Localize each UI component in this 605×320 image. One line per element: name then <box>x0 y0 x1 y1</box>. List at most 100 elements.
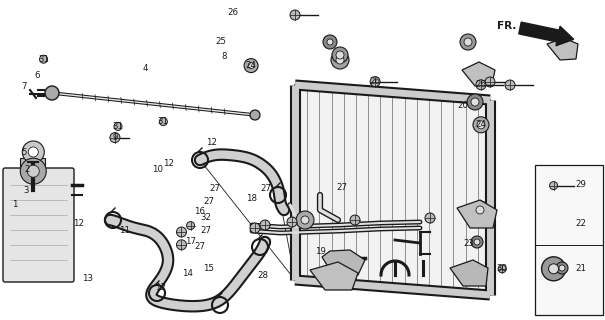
Circle shape <box>28 147 38 157</box>
Text: 15: 15 <box>203 264 214 273</box>
Text: 31: 31 <box>113 122 123 131</box>
Circle shape <box>549 182 558 189</box>
Bar <box>20 158 45 168</box>
Polygon shape <box>457 200 497 228</box>
Circle shape <box>336 56 344 64</box>
Polygon shape <box>462 62 495 86</box>
Circle shape <box>498 265 506 273</box>
Text: 1: 1 <box>12 200 18 209</box>
Text: 26: 26 <box>227 8 238 17</box>
Text: 32: 32 <box>200 213 211 222</box>
Text: 16: 16 <box>194 207 205 216</box>
Circle shape <box>471 201 489 219</box>
Circle shape <box>485 77 495 87</box>
Text: 2: 2 <box>24 165 30 174</box>
Polygon shape <box>547 38 578 60</box>
Text: 11: 11 <box>119 226 129 235</box>
Text: 25: 25 <box>215 37 226 46</box>
Circle shape <box>549 264 558 274</box>
Text: 26: 26 <box>370 77 381 86</box>
Circle shape <box>332 47 348 63</box>
Circle shape <box>114 123 122 131</box>
Text: 24: 24 <box>246 61 257 70</box>
FancyBboxPatch shape <box>3 168 74 282</box>
Text: 8: 8 <box>221 52 227 60</box>
Text: 3: 3 <box>24 186 30 195</box>
Text: 22: 22 <box>575 220 586 228</box>
Circle shape <box>296 211 314 229</box>
Polygon shape <box>322 250 365 275</box>
Text: 20: 20 <box>457 101 468 110</box>
Circle shape <box>467 94 483 110</box>
Circle shape <box>425 213 435 223</box>
Text: 12: 12 <box>206 138 217 147</box>
Circle shape <box>177 227 186 237</box>
Text: 26: 26 <box>476 80 486 89</box>
Circle shape <box>471 236 483 248</box>
Circle shape <box>22 141 44 163</box>
Circle shape <box>39 55 48 63</box>
Text: 12: 12 <box>155 284 166 292</box>
Text: 24: 24 <box>476 120 486 129</box>
Circle shape <box>186 221 195 230</box>
Circle shape <box>301 216 309 224</box>
Text: 29: 29 <box>575 180 586 188</box>
Text: 23: 23 <box>463 239 474 248</box>
Circle shape <box>250 110 260 120</box>
FancyArrow shape <box>518 22 574 46</box>
Circle shape <box>244 59 258 73</box>
Text: 27: 27 <box>200 226 211 235</box>
Circle shape <box>327 39 333 45</box>
Circle shape <box>110 132 120 143</box>
Text: 27: 27 <box>203 197 214 206</box>
Circle shape <box>464 38 472 46</box>
Circle shape <box>370 76 380 87</box>
Text: FR.: FR. <box>497 21 516 31</box>
Circle shape <box>260 220 270 230</box>
Circle shape <box>471 98 479 106</box>
Text: 9: 9 <box>113 133 117 142</box>
Circle shape <box>250 223 260 233</box>
Text: 28: 28 <box>258 271 269 280</box>
Circle shape <box>476 206 484 214</box>
Text: 30: 30 <box>497 264 508 273</box>
Circle shape <box>473 117 489 133</box>
Circle shape <box>323 35 337 49</box>
Circle shape <box>477 121 485 129</box>
Text: 10: 10 <box>152 165 163 174</box>
Text: 19: 19 <box>315 247 326 256</box>
Polygon shape <box>450 260 488 286</box>
Text: 14: 14 <box>182 269 193 278</box>
Text: 18: 18 <box>246 194 257 203</box>
Circle shape <box>177 240 186 250</box>
Circle shape <box>336 51 344 59</box>
Circle shape <box>290 10 300 20</box>
Circle shape <box>460 34 476 50</box>
Text: 17: 17 <box>185 237 196 246</box>
Circle shape <box>45 86 59 100</box>
Text: 5: 5 <box>21 148 27 156</box>
Text: 27: 27 <box>194 242 205 251</box>
Circle shape <box>331 51 349 69</box>
Text: 6: 6 <box>34 71 41 80</box>
Polygon shape <box>295 85 490 295</box>
Circle shape <box>27 165 39 177</box>
Circle shape <box>505 80 515 90</box>
Text: 13: 13 <box>82 274 93 283</box>
Circle shape <box>541 257 566 281</box>
Text: 31: 31 <box>38 55 49 64</box>
Circle shape <box>248 63 254 68</box>
Text: 21: 21 <box>575 264 586 273</box>
Circle shape <box>556 262 568 274</box>
Polygon shape <box>310 262 358 290</box>
Bar <box>535 165 603 315</box>
Circle shape <box>21 158 46 184</box>
Circle shape <box>474 239 480 245</box>
Circle shape <box>350 215 360 225</box>
Text: 27: 27 <box>261 184 272 193</box>
Circle shape <box>287 217 297 227</box>
Circle shape <box>476 80 486 90</box>
Text: 12: 12 <box>163 159 174 168</box>
Text: 31: 31 <box>158 117 169 126</box>
Text: 12: 12 <box>73 220 84 228</box>
